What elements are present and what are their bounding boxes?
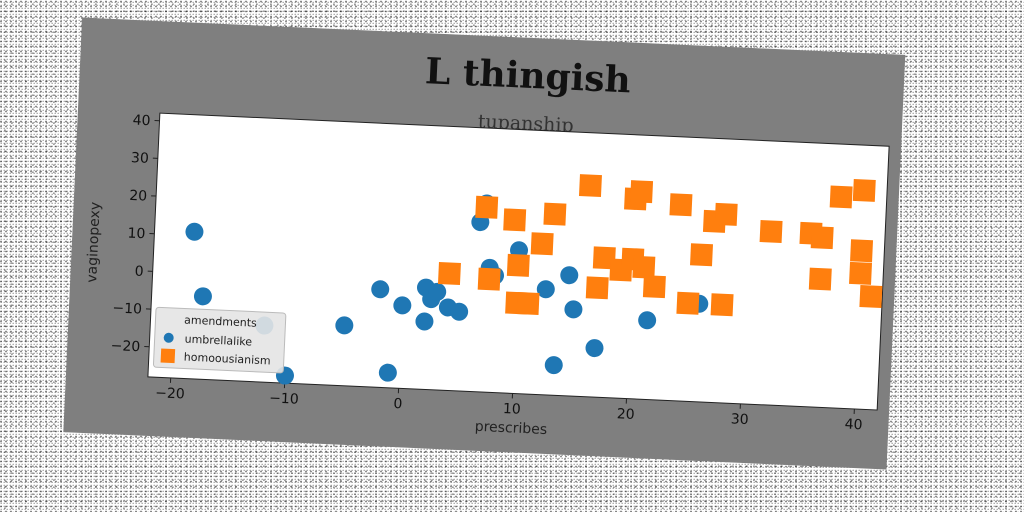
data-point-homoousianism [578,174,602,198]
data-point-umbrellalike [393,296,412,315]
data-point-homoousianism [676,291,700,315]
data-point-homoousianism [759,220,783,244]
data-point-umbrellalike [536,280,555,299]
data-point-homoousianism [714,202,738,226]
legend-marker-umbrellalike [163,332,174,343]
legend-label-homoousianism: homoousianism [184,351,271,368]
x-tick-label: 10 [503,401,522,418]
data-point-umbrellalike [585,339,604,358]
y-tick-label: −20 [110,338,140,355]
data-point-homoousianism [642,275,666,299]
data-point-homoousianism [475,195,499,219]
data-point-homoousianism [585,276,609,300]
y-axis-label: vaginopexy [84,202,104,284]
legend: amendments umbrellalike homoousianism [152,306,287,374]
data-point-homoousianism [850,239,874,263]
legend-marker-homoousianism [160,348,176,364]
data-point-homoousianism [437,262,461,286]
data-point-homoousianism [503,208,527,232]
data-point-umbrellalike [560,266,579,285]
x-tick-label: 0 [393,396,403,412]
data-point-umbrellalike [544,356,563,375]
data-point-homoousianism [477,267,501,291]
data-point-umbrellalike [450,302,469,321]
x-tick-label: 30 [730,411,749,428]
data-point-umbrellalike [371,280,390,299]
data-point-umbrellalike [378,363,397,382]
data-point-homoousianism [690,243,713,267]
data-point-homoousianism [710,293,734,317]
figure-panel: L thingish tupanship −20 −10 0 10 20 30 40−20−… [63,17,906,470]
data-point-homoousianism [632,255,656,279]
data-point-umbrellalike [428,282,447,301]
y-tick-label: 20 [129,188,148,205]
data-point-homoousianism [592,246,616,270]
x-tick-label: 20 [616,406,635,423]
data-point-umbrellalike [193,287,212,306]
data-point-homoousianism [859,284,883,308]
legend-label-umbrellalike: umbrellalike [184,333,252,349]
data-point-umbrellalike [415,312,434,331]
data-point-homoousianism [849,261,873,285]
y-tick-label: 30 [131,150,150,167]
y-tick-label: 10 [127,226,146,243]
data-point-umbrellalike [564,300,583,319]
x-tick-label: −10 [269,390,299,407]
data-point-homoousianism [829,185,853,209]
legend-title: amendments [184,313,257,329]
data-point-homoousianism [506,253,530,277]
chart-title: L thingish [424,50,631,101]
data-points [185,174,883,385]
y-tick-label: 0 [134,264,144,280]
data-point-umbrellalike [638,311,657,330]
data-point-homoousianism [516,292,540,316]
data-point-umbrellalike [335,316,354,335]
data-point-homoousianism [852,178,876,202]
y-tick-label: 40 [132,112,151,129]
data-point-homoousianism [808,267,832,291]
data-point-homoousianism [630,180,654,204]
axis-ticks: −20 −10 0 10 20 30 40 −20 −10 0 10 20 30 40 [110,112,863,434]
y-tick-label: −10 [112,300,142,317]
data-point-homoousianism [543,202,567,226]
x-tick-label: 40 [844,417,863,434]
x-axis-label: prescribes [474,419,547,438]
data-point-homoousianism [530,232,554,256]
x-tick-label: −20 [155,385,185,402]
data-point-homoousianism [810,226,834,250]
data-point-umbrellalike [185,222,204,241]
data-point-homoousianism [669,193,693,217]
legend-box [152,306,287,374]
